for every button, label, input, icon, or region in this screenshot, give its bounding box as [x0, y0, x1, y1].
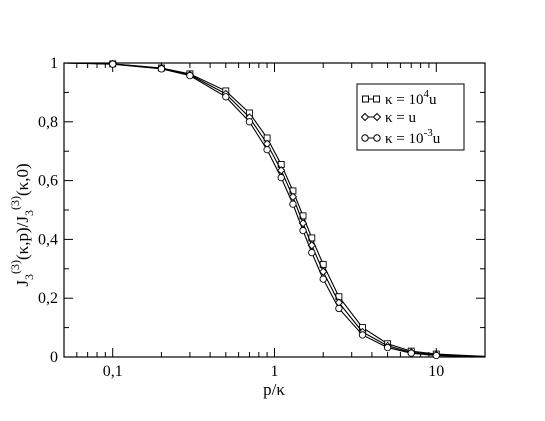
- legend-marker-circle: [361, 134, 369, 142]
- series-layer: [63, 59, 486, 360]
- data-point-circle: [263, 146, 271, 154]
- data-point-circle: [186, 71, 194, 80]
- x-tick-label: 1: [271, 363, 279, 380]
- data-point-circle: [308, 248, 316, 257]
- data-point-circle: [289, 200, 297, 208]
- x-tick-label: 10: [428, 363, 444, 380]
- data-point-circle: [299, 226, 307, 235]
- data-point-circle: [109, 60, 117, 68]
- series-line-square: [63, 62, 486, 357]
- y-tick-label: 0,8: [38, 114, 58, 131]
- y-tick-label: 0: [50, 349, 58, 366]
- data-point-circle: [245, 118, 254, 126]
- data-point-circle: [222, 93, 230, 101]
- series-line-diamond: [63, 62, 486, 357]
- y-tick-label: 0,4: [38, 231, 58, 248]
- tick-labels: 0 0,2 0,4 0,6 0,8 1 0,1 1 10: [38, 55, 444, 380]
- legend: κ = 104u κ = u κ = 10-3u: [356, 83, 465, 151]
- y-tick-label: 1: [50, 55, 58, 72]
- data-point-circle: [319, 275, 327, 283]
- data-point-diamond: [288, 192, 298, 201]
- legend-label-square: κ = 104u: [385, 88, 437, 108]
- legend-marker-square: [362, 95, 369, 103]
- data-point-circle: [432, 351, 440, 360]
- data-point-circle: [383, 343, 392, 352]
- data-point-circle: [407, 349, 415, 357]
- x-axis-label: p/κ: [263, 380, 285, 399]
- data-point-circle: [157, 65, 166, 73]
- legend-label-circle: κ = 10-3u: [385, 127, 441, 147]
- legend-marker-diamond-2: [372, 112, 382, 122]
- data-point-diamond: [277, 166, 286, 175]
- y-axis-label: J3(3)(κ,p)/J3(3)(κ,0): [8, 163, 36, 286]
- series-line-circle: [63, 62, 486, 358]
- y-tick-label: 0,6: [38, 173, 58, 190]
- legend-marker-diamond: [360, 112, 370, 122]
- legend-item-circle: κ = 10-3u: [361, 127, 441, 147]
- data-point-diamond: [319, 267, 328, 276]
- legend-item-square: κ = 104u: [362, 88, 437, 108]
- data-point-circle: [277, 174, 285, 182]
- x-tick-label: 0,1: [103, 363, 123, 380]
- legend-marker-square-2: [373, 95, 380, 103]
- data-point-circle: [335, 304, 343, 313]
- data-point-circle: [358, 331, 367, 339]
- legend-marker-circle-2: [373, 134, 381, 142]
- legend-item-diamond: κ = u: [360, 110, 417, 126]
- y-tick-label: 0,2: [38, 290, 58, 307]
- legend-label-diamond: κ = u: [385, 110, 417, 126]
